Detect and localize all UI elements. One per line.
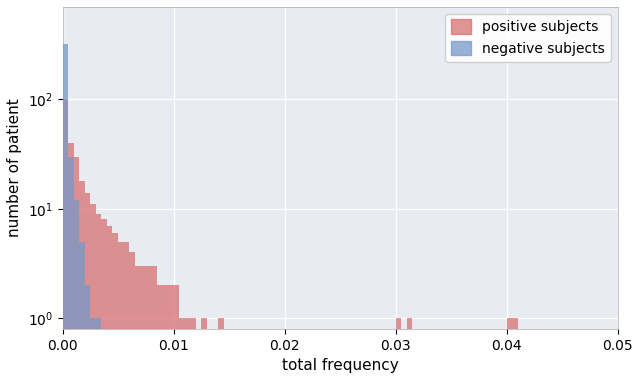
Bar [118, 242, 124, 380]
Bar [157, 285, 163, 380]
Bar [84, 285, 90, 380]
Bar [79, 242, 84, 380]
Bar [190, 318, 196, 380]
Bar [74, 157, 79, 380]
Bar [151, 266, 157, 380]
Y-axis label: number of patient: number of patient [7, 98, 22, 237]
Bar [79, 181, 84, 380]
Legend: positive subjects, negative subjects: positive subjects, negative subjects [445, 14, 611, 62]
Bar [124, 242, 129, 380]
Bar [63, 44, 68, 380]
Bar [68, 157, 74, 380]
Bar [512, 318, 518, 380]
Bar [96, 318, 101, 380]
Bar [113, 233, 118, 380]
Bar [84, 193, 90, 380]
Bar [107, 226, 113, 380]
Bar [68, 143, 74, 380]
Bar [146, 266, 151, 380]
X-axis label: total frequency: total frequency [282, 358, 399, 373]
Bar [396, 318, 401, 380]
Bar [129, 252, 134, 380]
Bar [101, 219, 107, 380]
Bar [179, 318, 185, 380]
Bar [168, 285, 173, 380]
Bar [140, 266, 146, 380]
Bar [90, 204, 96, 380]
Bar [202, 318, 207, 380]
Bar [218, 318, 223, 380]
Bar [507, 318, 512, 380]
Bar [185, 318, 190, 380]
Bar [96, 214, 101, 380]
Bar [90, 318, 96, 380]
Bar [407, 318, 412, 380]
Bar [163, 285, 168, 380]
Bar [134, 266, 140, 380]
Bar [173, 285, 179, 380]
Bar [63, 100, 68, 380]
Bar [74, 200, 79, 380]
